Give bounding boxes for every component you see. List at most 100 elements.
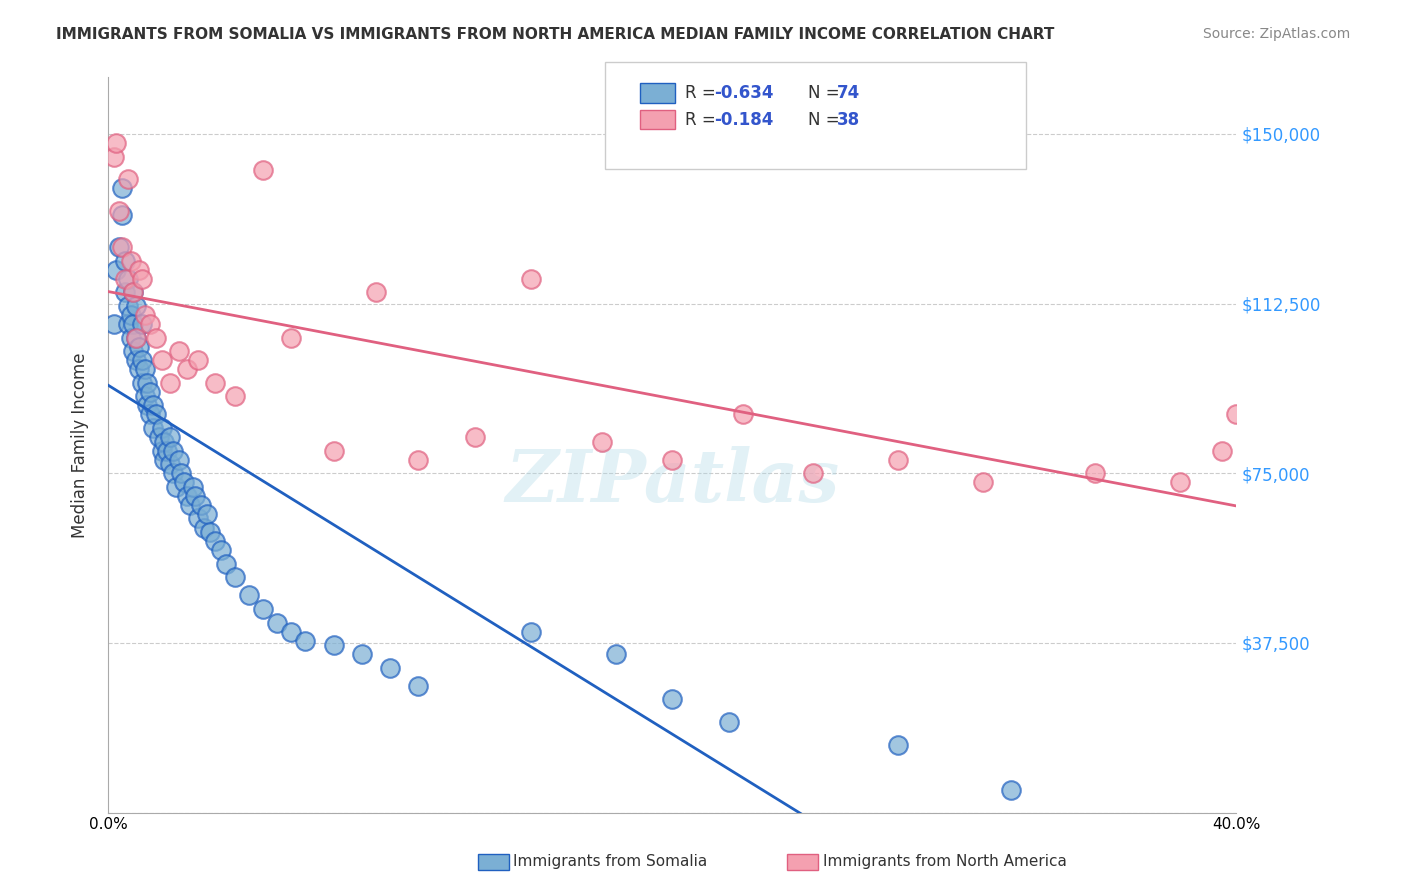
Text: -0.634: -0.634	[714, 84, 773, 102]
Point	[120, 330, 142, 344]
Point	[139, 408, 162, 422]
Point	[224, 389, 246, 403]
Point	[117, 172, 139, 186]
Point	[159, 457, 181, 471]
Point	[128, 362, 150, 376]
Point	[464, 430, 486, 444]
Point	[170, 467, 193, 481]
Point	[887, 452, 910, 467]
Point	[125, 299, 148, 313]
Point	[111, 181, 134, 195]
Point	[294, 633, 316, 648]
Point	[1211, 443, 1233, 458]
Point	[105, 136, 128, 150]
Point	[139, 384, 162, 399]
Point	[176, 489, 198, 503]
Point	[204, 534, 226, 549]
Point	[150, 443, 173, 458]
Point	[148, 430, 170, 444]
Point	[731, 408, 754, 422]
Point	[408, 679, 430, 693]
Point	[364, 285, 387, 300]
Point	[591, 434, 613, 449]
Point	[181, 480, 204, 494]
Point	[114, 285, 136, 300]
Point	[131, 353, 153, 368]
Point	[117, 271, 139, 285]
Point	[108, 240, 131, 254]
Point	[111, 208, 134, 222]
Point	[252, 602, 274, 616]
Point	[125, 330, 148, 344]
Point	[122, 285, 145, 300]
Point	[108, 203, 131, 218]
Point	[173, 475, 195, 490]
Point	[103, 150, 125, 164]
Point	[145, 408, 167, 422]
Point	[801, 467, 824, 481]
Point	[111, 240, 134, 254]
Point	[131, 317, 153, 331]
Point	[162, 467, 184, 481]
Text: R =: R =	[685, 111, 721, 128]
Point	[322, 638, 344, 652]
Text: 38: 38	[837, 111, 859, 128]
Point	[252, 163, 274, 178]
Point	[134, 389, 156, 403]
Point	[204, 376, 226, 390]
Point	[215, 557, 238, 571]
Point	[1084, 467, 1107, 481]
Point	[165, 480, 187, 494]
Text: R =: R =	[685, 84, 721, 102]
Text: ZIPatlas: ZIPatlas	[505, 446, 839, 517]
Point	[661, 692, 683, 706]
Point	[117, 317, 139, 331]
Point	[131, 271, 153, 285]
Point	[142, 398, 165, 412]
Point	[661, 452, 683, 467]
Point	[125, 353, 148, 368]
Point	[238, 588, 260, 602]
Point	[120, 308, 142, 322]
Text: Immigrants from North America: Immigrants from North America	[823, 855, 1066, 869]
Text: N =: N =	[808, 84, 845, 102]
Point	[195, 507, 218, 521]
Point	[198, 524, 221, 539]
Point	[209, 543, 232, 558]
Point	[136, 376, 159, 390]
Point	[131, 376, 153, 390]
Point	[153, 434, 176, 449]
Text: N =: N =	[808, 111, 845, 128]
Point	[114, 253, 136, 268]
Point	[150, 353, 173, 368]
Y-axis label: Median Family Income: Median Family Income	[72, 352, 89, 538]
Point	[134, 362, 156, 376]
Point	[125, 330, 148, 344]
Point	[1000, 783, 1022, 797]
Point	[122, 317, 145, 331]
Point	[114, 271, 136, 285]
Point	[266, 615, 288, 630]
Point	[717, 714, 740, 729]
Point	[887, 738, 910, 752]
Text: Immigrants from Somalia: Immigrants from Somalia	[513, 855, 707, 869]
Point	[187, 353, 209, 368]
Point	[153, 452, 176, 467]
Point	[184, 489, 207, 503]
Point	[128, 340, 150, 354]
Point	[280, 624, 302, 639]
Point	[136, 398, 159, 412]
Point	[167, 452, 190, 467]
Text: Source: ZipAtlas.com: Source: ZipAtlas.com	[1202, 27, 1350, 41]
Point	[167, 344, 190, 359]
Point	[190, 498, 212, 512]
Point	[156, 443, 179, 458]
Point	[142, 421, 165, 435]
Point	[280, 330, 302, 344]
Point	[1168, 475, 1191, 490]
Point	[605, 647, 627, 661]
Point	[128, 262, 150, 277]
Point	[520, 271, 543, 285]
Point	[139, 317, 162, 331]
Text: IMMIGRANTS FROM SOMALIA VS IMMIGRANTS FROM NORTH AMERICA MEDIAN FAMILY INCOME CO: IMMIGRANTS FROM SOMALIA VS IMMIGRANTS FR…	[56, 27, 1054, 42]
